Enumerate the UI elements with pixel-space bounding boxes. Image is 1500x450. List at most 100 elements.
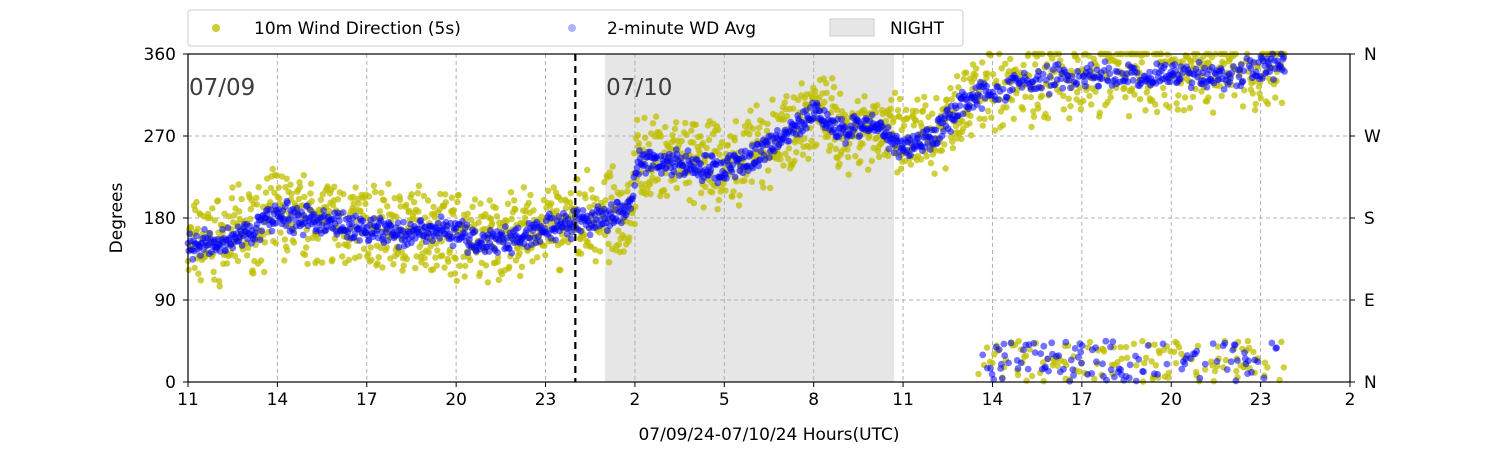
data-point: [703, 144, 710, 152]
x-tick-label: 14: [982, 390, 1004, 410]
data-point: [251, 235, 258, 243]
data-point: [718, 139, 726, 146]
data-point: [783, 113, 791, 120]
data-point: [1187, 84, 1195, 92]
x-axis-ticks: 11 14 17 20 23 2 5 8 11 14 17 20 23 2: [177, 382, 1355, 410]
data-point: [999, 85, 1007, 93]
data-point: [403, 255, 410, 263]
data-point: [335, 241, 342, 249]
data-point: [206, 214, 214, 222]
data-point: [464, 210, 471, 217]
data-point: [482, 262, 490, 269]
data-point: [424, 197, 432, 204]
data-point: [471, 228, 479, 236]
data-point: [1074, 67, 1081, 75]
data-point: [1117, 344, 1124, 351]
data-point: [697, 133, 704, 140]
data-point: [887, 105, 894, 113]
data-point: [766, 154, 773, 161]
data-point: [1231, 92, 1238, 99]
data-point: [1078, 359, 1085, 367]
data-point: [1278, 99, 1286, 107]
data-point: [904, 115, 911, 122]
data-point: [591, 246, 599, 253]
data-point: [851, 124, 859, 132]
data-point: [504, 200, 512, 207]
data-point: [845, 171, 852, 178]
data-point: [1237, 61, 1245, 69]
data-point: [781, 99, 788, 106]
data-point: [508, 215, 515, 223]
data-point: [493, 213, 501, 220]
data-point: [702, 183, 709, 191]
data-point: [1250, 348, 1257, 356]
data-point: [844, 153, 852, 161]
data-point: [1125, 374, 1133, 382]
data-point: [468, 216, 475, 224]
data-point: [201, 226, 208, 233]
data-point: [758, 179, 766, 186]
data-point: [641, 134, 649, 141]
x-axis-label: 07/09/24-07/10/24 Hours(UTC): [638, 425, 899, 445]
data-point: [830, 83, 838, 91]
data-point: [396, 196, 404, 203]
data-point: [709, 189, 716, 196]
data-point: [1280, 364, 1288, 371]
data-point: [1049, 55, 1056, 62]
data-point: [1144, 342, 1152, 349]
data-point: [268, 227, 276, 235]
data-point: [477, 200, 484, 207]
data-point: [1181, 94, 1189, 101]
data-point: [399, 267, 406, 274]
data-point: [998, 65, 1005, 72]
data-point: [370, 215, 378, 223]
data-point: [793, 149, 800, 156]
data-point: [282, 184, 289, 191]
data-point: [1015, 338, 1022, 345]
data-point: [584, 166, 591, 174]
data-point: [525, 199, 532, 207]
data-point: [1105, 64, 1113, 72]
data-point: [262, 189, 270, 196]
data-point: [1074, 353, 1082, 361]
data-point: [393, 213, 400, 220]
data-point: [415, 208, 422, 215]
data-point: [304, 235, 312, 243]
data-point: [739, 169, 747, 177]
data-point: [1209, 362, 1216, 369]
data-point: [518, 263, 526, 270]
data-point: [441, 264, 448, 271]
data-point: [562, 204, 570, 212]
data-point: [301, 251, 309, 259]
data-point: [1091, 375, 1098, 383]
data-point: [1107, 366, 1115, 374]
data-point: [281, 236, 289, 243]
data-point: [514, 224, 522, 232]
data-point: [1100, 348, 1108, 355]
data-point: [1151, 341, 1158, 348]
data-point: [728, 168, 736, 176]
data-point: [1030, 340, 1038, 347]
data-point: [258, 227, 266, 235]
data-point: [412, 264, 419, 272]
data-point: [1179, 58, 1186, 65]
data-point: [769, 96, 776, 103]
data-point: [932, 126, 940, 134]
data-point: [1009, 86, 1016, 93]
data-point: [1022, 93, 1029, 101]
data-point: [318, 259, 326, 266]
data-point: [976, 92, 983, 100]
data-point: [582, 194, 589, 202]
data-point: [238, 195, 245, 203]
data-point: [1171, 61, 1179, 68]
data-point: [1223, 366, 1231, 373]
data-point: [774, 126, 781, 134]
data-point: [1201, 360, 1209, 368]
data-point: [231, 212, 238, 219]
data-point: [1080, 97, 1087, 105]
data-point: [608, 194, 615, 201]
data-point: [283, 175, 290, 182]
data-point: [476, 269, 484, 277]
data-point: [1074, 89, 1081, 96]
data-point: [307, 180, 315, 187]
